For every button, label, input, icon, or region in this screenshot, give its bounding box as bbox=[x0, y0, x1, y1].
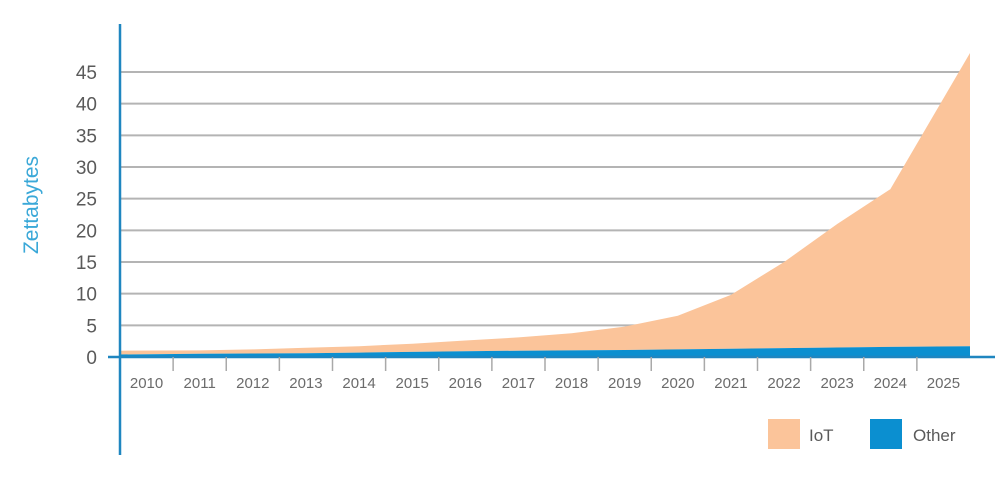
x-tick-label: 2022 bbox=[767, 375, 800, 392]
x-tick-label: 2020 bbox=[661, 375, 694, 392]
x-tick-label: 2013 bbox=[289, 375, 322, 392]
iot-area bbox=[120, 53, 970, 355]
x-tick-label: 2023 bbox=[821, 375, 854, 392]
legend: IoT Other bbox=[768, 419, 956, 449]
x-tick-label: 2017 bbox=[502, 375, 535, 392]
y-tick-label: 0 bbox=[86, 348, 97, 369]
x-tick-label: 2012 bbox=[236, 375, 269, 392]
x-tick-labels: 2010 2011 2012 2013 2014 2015 2016 2017 2018 2019… bbox=[130, 375, 960, 392]
x-tick-label: 2015 bbox=[396, 375, 429, 392]
y-tick-label: 35 bbox=[76, 126, 97, 147]
legend-swatch-iot bbox=[768, 419, 800, 449]
x-tick-label: 2010 bbox=[130, 375, 163, 392]
other-area bbox=[120, 346, 970, 357]
x-tick-label: 2011 bbox=[184, 375, 216, 392]
legend-swatch-other bbox=[870, 419, 902, 449]
area-series bbox=[120, 53, 970, 357]
x-tick-label: 2019 bbox=[608, 375, 641, 392]
y-tick-label: 40 bbox=[76, 95, 97, 116]
x-tick-label: 2018 bbox=[555, 375, 588, 392]
y-tick-label: 15 bbox=[76, 253, 97, 274]
legend-label-other: Other bbox=[913, 426, 956, 445]
y-tick-label: 20 bbox=[76, 221, 97, 242]
grid-lines bbox=[120, 71, 970, 327]
axes bbox=[108, 24, 995, 455]
legend-label-iot: IoT bbox=[809, 426, 834, 445]
x-tick-label: 2014 bbox=[342, 375, 375, 392]
y-tick-labels: 0 5 10 15 20 25 30 35 40 45 bbox=[76, 63, 97, 369]
x-tick-label: 2021 bbox=[714, 375, 747, 392]
y-tick-label: 5 bbox=[86, 316, 97, 337]
y-tick-label: 30 bbox=[76, 158, 97, 179]
x-tick-label: 2025 bbox=[927, 375, 960, 392]
y-tick-label: 10 bbox=[76, 285, 97, 306]
x-tick-label: 2016 bbox=[449, 375, 482, 392]
x-tick-label: 2024 bbox=[874, 375, 907, 392]
y-tick-label: 45 bbox=[76, 63, 97, 84]
y-axis-label: Zettabytes bbox=[20, 156, 43, 254]
y-tick-label: 25 bbox=[76, 190, 97, 211]
